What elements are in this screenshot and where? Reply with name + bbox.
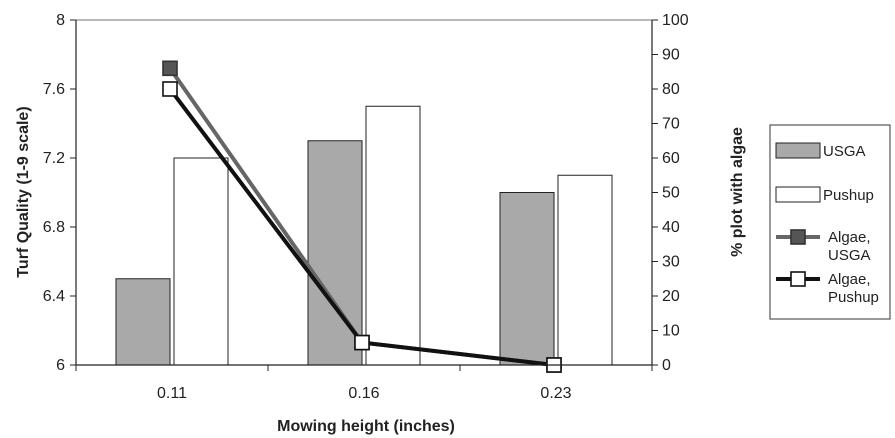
y-tick-label-6.4: 6.4 bbox=[43, 288, 65, 305]
legend-label-algae-pushup-line1: Algae, bbox=[828, 271, 871, 288]
y2-tick-label-0: 0 bbox=[662, 357, 671, 374]
bars-layer bbox=[115, 105, 613, 366]
y-tick-label-6.8: 6.8 bbox=[43, 219, 65, 236]
legend-swatch-usga bbox=[775, 142, 821, 159]
y2-axis-title: % plot with algae bbox=[729, 127, 746, 257]
y-tick-label-8: 8 bbox=[56, 12, 65, 29]
legend-label-algae-usga-line1: Algae, bbox=[828, 229, 871, 246]
x-tick-label-0.23: 0.23 bbox=[540, 385, 571, 402]
marker-algae-usga-0.11 bbox=[162, 60, 178, 77]
y2-tick-label-30: 30 bbox=[662, 254, 680, 271]
legend-label-algae-pushup-line2: Pushup bbox=[828, 289, 879, 306]
y2-tick-label-100: 100 bbox=[662, 12, 689, 29]
marker-algae-pushup-0.11 bbox=[162, 81, 178, 97]
bar-pushup-0.11 bbox=[173, 157, 229, 366]
y2-tick-label-10: 10 bbox=[662, 323, 680, 340]
x-tick-label-0.16: 0.16 bbox=[348, 385, 379, 402]
y2-tick-label-60: 60 bbox=[662, 150, 680, 167]
marker-algae-pushup-0.16 bbox=[354, 334, 370, 351]
axes-layer: 66.46.87.27.6801020304050607080901000.11… bbox=[43, 12, 689, 402]
y2-tick-label-90: 90 bbox=[662, 47, 680, 64]
legend-label-pushup: Pushup bbox=[823, 187, 874, 204]
y-tick-label-7.2: 7.2 bbox=[43, 150, 65, 167]
legend-label-usga: USGA bbox=[823, 143, 866, 160]
x-axis-title: Mowing height (inches) bbox=[277, 418, 455, 435]
y2-tick-label-20: 20 bbox=[662, 288, 680, 305]
legend-label-algae-usga-line2: USGA bbox=[828, 247, 871, 264]
legend-marker-algae-pushup bbox=[790, 271, 806, 287]
y2-tick-label-80: 80 bbox=[662, 81, 680, 98]
x-tick-label-0.11: 0.11 bbox=[157, 385, 187, 402]
y2-tick-label-40: 40 bbox=[662, 219, 680, 236]
bar-usga-0.23 bbox=[499, 192, 555, 366]
legend-marker-algae-usga bbox=[790, 229, 806, 245]
y2-tick-label-50: 50 bbox=[662, 185, 680, 202]
legend-swatch-pushup bbox=[775, 186, 821, 203]
bar-pushup-0.16 bbox=[365, 105, 421, 366]
bar-usga-0.11 bbox=[115, 278, 171, 366]
bar-pushup-0.23 bbox=[557, 174, 613, 366]
y2-tick-label-70: 70 bbox=[662, 116, 680, 133]
y-tick-label-7.6: 7.6 bbox=[43, 81, 65, 98]
y-tick-label-6: 6 bbox=[56, 357, 65, 374]
y-axis-title: Turf Quality (1-9 scale) bbox=[15, 106, 32, 277]
